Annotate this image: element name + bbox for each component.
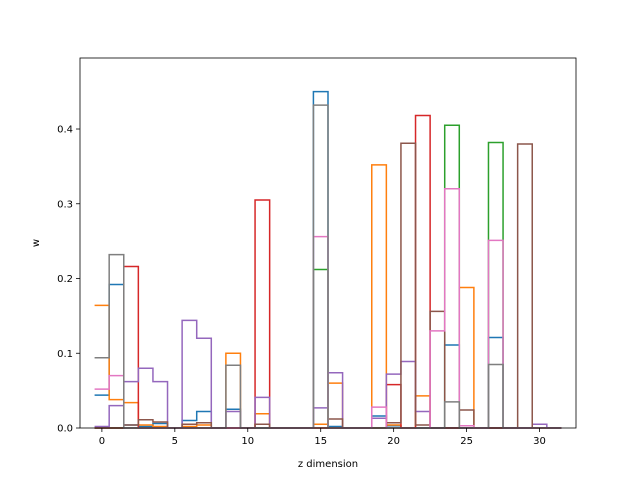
x-tick-label: 0 xyxy=(99,436,105,447)
y-tick-label: 0.0 xyxy=(57,424,73,435)
x-tick-label: 15 xyxy=(314,436,327,447)
x-axis: 0 5 10 15 20 25 30 xyxy=(99,428,546,447)
x-axis-label: z dimension xyxy=(298,459,358,470)
y-axis: 0.0 0.1 0.2 0.3 0.4 xyxy=(57,125,80,435)
x-tick-label: 5 xyxy=(172,436,178,447)
x-tick-label: 20 xyxy=(387,436,400,447)
y-axis-label: w xyxy=(31,239,42,247)
plot-frame xyxy=(79,57,577,429)
y-tick-label: 0.3 xyxy=(57,199,73,210)
y-tick-label: 0.4 xyxy=(57,125,73,136)
x-tick-label: 10 xyxy=(241,436,254,447)
y-tick-label: 0.1 xyxy=(57,349,73,360)
x-tick-label: 30 xyxy=(533,436,546,447)
y-tick-label: 0.2 xyxy=(57,274,73,285)
x-tick-label: 25 xyxy=(460,436,473,447)
